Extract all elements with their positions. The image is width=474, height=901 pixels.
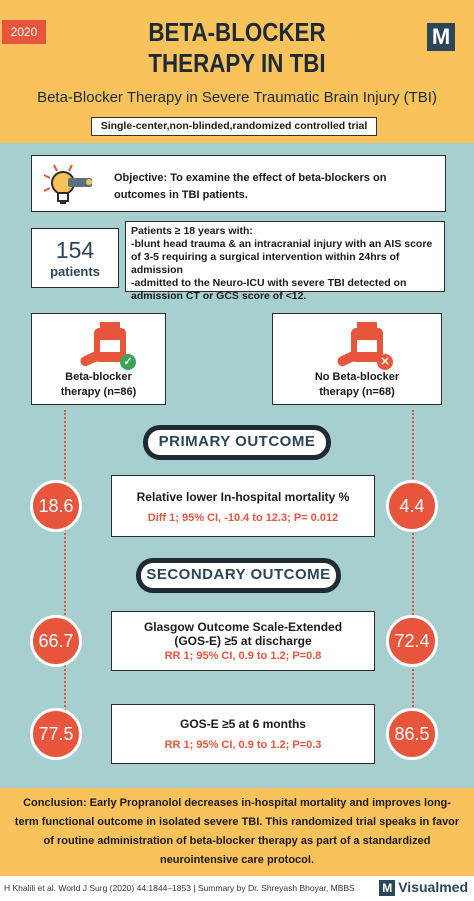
year-badge: 2020 [2,20,46,44]
objective-box: Objective: To examine the effect of beta… [31,155,446,212]
secondary-outcome-box: GOS-E ≥5 at 6 months RR 1; 95% CI, 0.9 t… [111,704,375,764]
secondary-value-left: 77.5 [30,708,82,760]
title-line-2: THERAPY IN TBI [148,48,326,78]
arm-beta-blocker: ✓ Beta-blocker therapy (n=86) [31,313,166,405]
arm-label: Beta-blocker therapy (n=86) [32,370,165,400]
visualmed-logo: M [427,23,455,51]
objective-text: Objective: To examine the effect of beta… [114,172,387,201]
primary-outcome-box: Relative lower In-hospital mortality % D… [111,475,375,537]
outcome-stats: RR 1; 95% CI, 0.9 to 1.2; P=0.8 [164,650,322,662]
connector-line-left [64,410,66,730]
secondary-value-right: 72.4 [386,615,438,667]
brand-name: Visualmed [398,879,468,895]
footer: H Khalili et al. World J Surg (2020) 44:… [0,876,474,901]
brand: M Visualmed [379,879,468,896]
secondary-outcome-heading: SECONDARY OUTCOME [140,562,337,589]
arm-label: No Beta-blocker therapy (n=68) [273,370,441,400]
primary-outcome-heading: PRIMARY OUTCOME [147,429,327,456]
outcome-measure: GOS-E ≥5 at 6 months [180,717,306,731]
criteria-line: Patients ≥ 18 years with: [131,225,253,237]
secondary-value-left: 66.7 [30,615,82,667]
header: 2020 M BETA-BLOCKER THERAPY IN TBI Beta-… [0,0,474,143]
criteria-line: -blunt head trauma & an intracranial inj… [131,238,433,276]
arm-no-beta-blocker: ✕ No Beta-blocker therapy (n=68) [272,313,442,405]
primary-value-right: 4.4 [386,480,438,532]
title-line-1: BETA-BLOCKER [148,17,326,47]
lightbulb-icon [43,164,92,204]
arm-label-line: Beta-blocker [65,371,132,383]
arm-label-line: therapy (n=68) [319,386,395,398]
cross-icon: ✕ [377,354,393,370]
connector-line-right [412,410,414,730]
primary-value-left: 18.6 [30,480,82,532]
arm-label-line: therapy (n=86) [60,386,137,398]
outcome-measure: Relative lower In-hospital mortality % [136,490,350,504]
patient-count: 154 [55,237,95,263]
outcome-stats: RR 1; 95% CI, 0.9 to 1.2; P=0.3 [164,739,322,751]
conclusion: Conclusion: Early Propranolol decreases … [0,788,474,876]
secondary-outcome-box: Glasgow Outcome Scale-Extended (GOS-E) ≥… [111,611,375,671]
criteria-line: -admitted to the Neuro-ICU with severe T… [131,277,407,302]
medication-icon: ✓ [78,322,136,370]
outcome-measure: (GOS-E) ≥5 at discharge [174,634,312,648]
patient-count-box: 154 patients [31,228,119,288]
subtitle: Beta-Blocker Therapy in Severe Traumatic… [37,89,437,106]
brand-logo: M [379,880,396,896]
study-design: Single-center,non-blinded,randomized con… [91,117,377,136]
patient-count-label: patients [50,264,100,279]
citation: H Khalili et al. World J Surg (2020) 44:… [4,883,355,893]
check-icon: ✓ [120,354,136,370]
outcome-stats: Diff 1; 95% CI, -10.4 to 12.3; P= 0.012 [147,512,339,524]
inclusion-criteria: Patients ≥ 18 years with: -blunt head tr… [125,221,445,302]
outcome-measure: Glasgow Outcome Scale-Extended [143,620,343,634]
secondary-value-right: 86.5 [386,708,438,760]
medication-icon: ✕ [335,322,393,370]
arm-label-line: No Beta-blocker [314,371,400,383]
